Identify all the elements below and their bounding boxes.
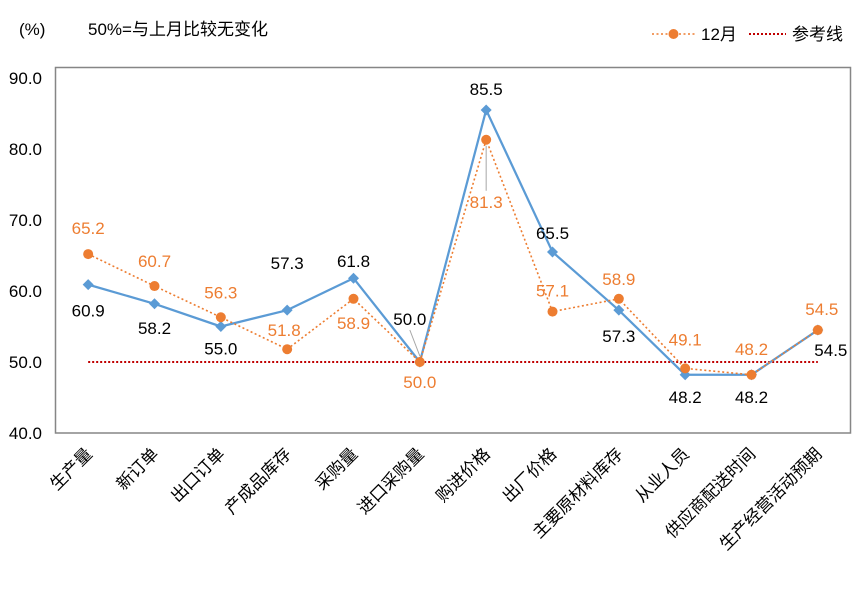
series-1-data-label: 50.0	[393, 310, 426, 329]
series-1-data-label: 60.9	[72, 302, 105, 321]
series-2-circle-point	[680, 363, 691, 374]
series-1-line	[87, 108, 819, 376]
chart-annotation: 50%=与上月比较无变化	[88, 20, 268, 39]
series-1-data-label: 48.2	[735, 388, 768, 407]
y-axis: 40.0 50.0 60.0 70.0 80.0 90.0	[9, 69, 42, 443]
y-unit-label: (%)	[19, 20, 45, 39]
series-2-data-label: 65.2	[72, 219, 105, 238]
series-2-data-label: 51.8	[268, 321, 301, 340]
series-2-line	[87, 138, 819, 376]
series-2-data-label: 48.2	[735, 340, 768, 359]
y-tick-label: 40.0	[9, 424, 42, 443]
series-1-data-label: 58.2	[138, 319, 171, 338]
series-1-diamond-point	[480, 104, 492, 116]
series-2-circle-point	[414, 357, 425, 367]
series-1-diamond-point	[613, 304, 625, 316]
series-2-data-label: 49.1	[669, 330, 702, 349]
series-1-data-label: 48.2	[669, 388, 702, 407]
series-1-data-label: 85.5	[470, 80, 503, 99]
legend-item-12-month: 12月	[652, 25, 737, 44]
series-1-data-label: 65.5	[536, 224, 569, 243]
series-2-circle-point	[149, 281, 160, 292]
series-1-diamond-point	[149, 298, 160, 310]
y-tick-label: 90.0	[9, 69, 42, 88]
leader-lines	[409, 145, 487, 357]
series-2-data-label: 54.5	[805, 300, 838, 319]
y-tick-label: 50.0	[9, 353, 42, 372]
series-2-circle-point	[215, 312, 226, 323]
series-1-diamond-point	[215, 321, 227, 332]
series-1-diamond-point	[281, 304, 293, 316]
series-1-data-label: 57.3	[602, 327, 635, 346]
series-2-data-label: 57.1	[536, 282, 569, 301]
series-2-data-label: 50.0	[403, 373, 436, 392]
series-2-circle-point	[613, 293, 624, 304]
series-1-diamond-point	[348, 272, 359, 284]
y-tick-label: 60.0	[9, 282, 42, 301]
series-1-data-label: 57.3	[271, 254, 304, 273]
y-tick-label: 80.0	[9, 140, 42, 159]
label-leader-line	[409, 329, 421, 357]
legend-item-reference: 参考线	[749, 25, 843, 44]
series-1-diamond-point	[82, 279, 94, 291]
legend-label: 参考线	[792, 25, 843, 44]
series-1-diamond-point	[547, 246, 558, 258]
series-2-data-label: 60.7	[138, 252, 171, 271]
series-2-circle-point	[481, 134, 492, 145]
series-2-circle-point	[282, 344, 293, 355]
data-labels: 60.9 58.2 55.0 57.3 61.8 50.0 85.5 65.5 57.3 48.2…	[72, 80, 848, 407]
series-2-circle-point	[83, 249, 94, 260]
series-2-circle-point	[547, 306, 558, 317]
series-2	[83, 134, 823, 380]
series-1-data-label: 54.5	[814, 341, 847, 360]
series-layer	[82, 104, 824, 381]
series-2-circle-point	[812, 325, 823, 336]
y-tick-label: 70.0	[9, 211, 42, 230]
chart-header: (%) 50%=与上月比较无变化	[19, 20, 268, 39]
series-2-data-label: 58.9	[337, 314, 370, 333]
plot-area-frame	[54, 66, 852, 434]
legend-label: 12月	[701, 25, 737, 44]
series-2-circle-point	[348, 293, 359, 304]
series-2-data-label: 56.3	[204, 283, 237, 302]
series-1-data-label: 61.8	[337, 252, 370, 271]
legend: 12月 参考线	[652, 25, 843, 44]
series-2-circle-point	[746, 369, 757, 380]
series-1-data-label: 55.0	[204, 340, 237, 359]
series-2-data-label: 58.9	[602, 270, 635, 289]
series-2-data-label: 81.3	[470, 193, 503, 212]
legend-circle-marker-icon	[668, 29, 679, 39]
